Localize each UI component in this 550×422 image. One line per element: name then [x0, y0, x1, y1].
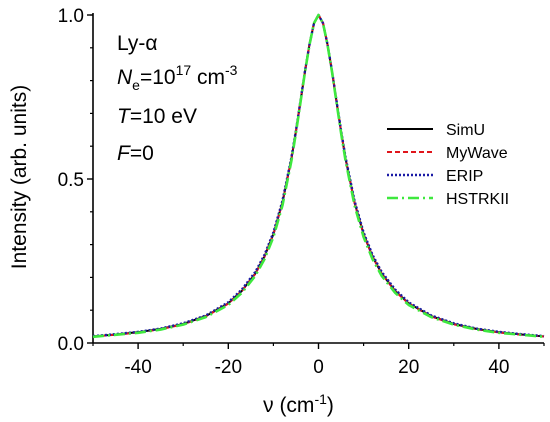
legend-label-erip: ERIP — [446, 168, 483, 185]
legend-label-mywave: MyWave — [446, 145, 508, 162]
series-lines — [92, 13, 545, 339]
x-tick-label: 0 — [313, 357, 324, 378]
x-tick-label: -20 — [215, 357, 242, 378]
y-axis-title: Intensity (arb. units) — [8, 85, 31, 269]
legend-label-hstrkii: HSTRKII — [446, 191, 509, 208]
x-tick-label: -40 — [124, 357, 151, 378]
series-line-hstrkii — [92, 13, 545, 339]
axes: -40 -20 0 20 40 0.0 0.5 1.0 ν (cm-1) Intensity (a… — [8, 6, 545, 417]
legend: SimU MyWave ERIP HSTRKII — [387, 122, 509, 208]
x-axis-title: ν (cm-1) — [263, 391, 334, 417]
annotation-line: T=10 eV — [117, 105, 197, 128]
y-tick-label: 1.0 — [58, 6, 84, 27]
annotation-line: Ly-α — [117, 32, 158, 55]
plot-annotations: Ly-α Ne=1017 cm-3 T=10 eV F=0 — [117, 32, 238, 165]
annotation-line: F=0 — [117, 142, 154, 165]
x-tick-label: 20 — [398, 357, 419, 378]
x-tick-label: 40 — [488, 357, 509, 378]
y-tick-label: 0.0 — [58, 334, 84, 355]
legend-label-simu: SimU — [446, 122, 485, 139]
y-tick-label: 0.5 — [58, 170, 84, 191]
annotation-line: Ne=1017 cm-3 — [117, 62, 238, 93]
